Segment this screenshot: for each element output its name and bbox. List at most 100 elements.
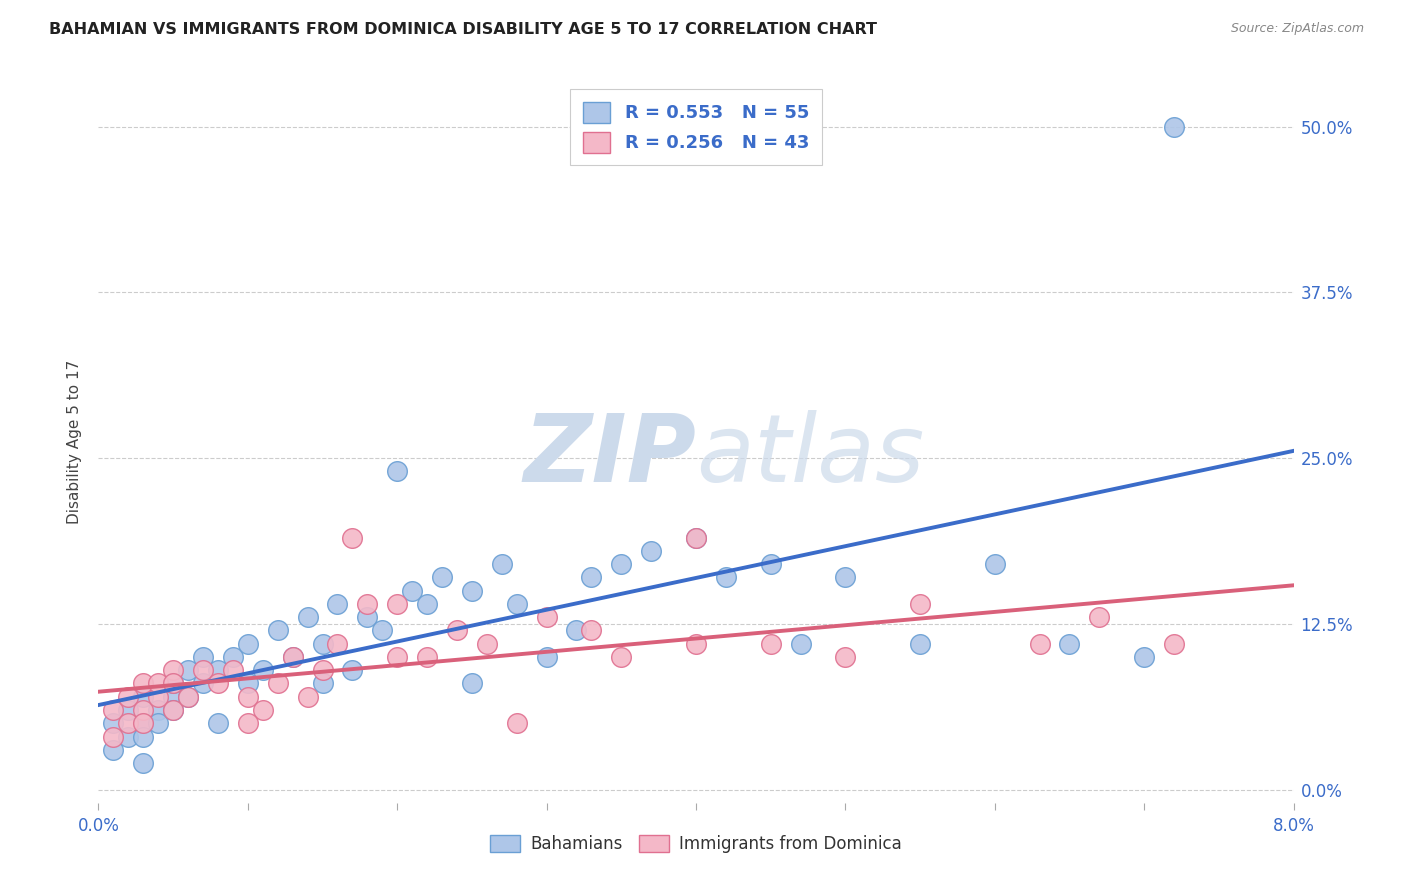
Point (267, 624, 290, 638)
Point (446, 624, 468, 638)
Text: BAHAMIAN VS IMMIGRANTS FROM DOMINICA DISABILITY AGE 5 TO 17 CORRELATION CHART: BAHAMIAN VS IMMIGRANTS FROM DOMINICA DIS… (49, 22, 877, 37)
Point (267, 676, 290, 690)
Point (207, 663, 229, 677)
Point (385, 464, 409, 478)
Point (177, 690, 200, 704)
Point (103, 716, 125, 731)
Point (117, 716, 139, 731)
Text: ZIP: ZIP (523, 410, 696, 502)
Point (640, 544, 662, 558)
Point (506, 597, 529, 611)
Point (162, 703, 184, 717)
Point (162, 676, 184, 690)
Point (834, 650, 856, 665)
Point (148, 676, 170, 690)
Point (148, 703, 170, 717)
Point (581, 624, 603, 638)
Point (236, 676, 259, 690)
Point (610, 650, 633, 665)
Point (834, 570, 856, 584)
Point (401, 583, 423, 598)
Point (207, 716, 229, 731)
Point (191, 663, 214, 677)
Point (252, 663, 274, 677)
Point (191, 650, 214, 665)
Point (326, 637, 349, 651)
Point (342, 531, 364, 545)
Point (281, 650, 304, 665)
Y-axis label: Disability Age 5 to 17: Disability Age 5 to 17 (67, 359, 83, 524)
Point (342, 663, 364, 677)
Point (536, 610, 558, 624)
Point (177, 663, 200, 677)
Point (685, 637, 707, 651)
Text: Source: ZipAtlas.com: Source: ZipAtlas.com (1230, 22, 1364, 36)
Point (191, 676, 214, 690)
Point (132, 716, 155, 731)
Point (416, 597, 439, 611)
Point (132, 676, 155, 690)
Point (685, 531, 707, 545)
Point (356, 610, 378, 624)
Point (311, 676, 333, 690)
Point (117, 703, 139, 717)
Point (103, 703, 125, 717)
Point (117, 690, 139, 704)
Point (430, 570, 453, 584)
Point (297, 610, 319, 624)
Point (297, 690, 319, 704)
Point (581, 570, 603, 584)
Point (162, 676, 184, 690)
Point (908, 597, 931, 611)
Point (385, 650, 409, 665)
Point (207, 676, 229, 690)
Point (506, 716, 529, 731)
Point (685, 531, 707, 545)
Point (177, 690, 200, 704)
Point (789, 637, 811, 651)
Point (162, 663, 184, 677)
Point (236, 716, 259, 731)
Point (475, 637, 498, 651)
Point (356, 597, 378, 611)
Point (103, 743, 125, 757)
Point (1088, 610, 1111, 624)
Legend: Bahamians, Immigrants from Dominica: Bahamians, Immigrants from Dominica (484, 828, 908, 860)
Point (281, 650, 304, 665)
Point (311, 663, 333, 677)
Point (1163, 120, 1185, 134)
Point (132, 716, 155, 731)
Point (148, 716, 170, 731)
Point (236, 690, 259, 704)
Point (565, 624, 588, 638)
Point (117, 730, 139, 744)
Point (536, 650, 558, 665)
Point (461, 583, 484, 598)
Point (326, 597, 349, 611)
Point (222, 663, 245, 677)
Point (759, 557, 782, 571)
Point (103, 730, 125, 744)
Point (132, 730, 155, 744)
Point (371, 624, 394, 638)
Point (236, 637, 259, 651)
Point (132, 756, 155, 770)
Point (148, 690, 170, 704)
Point (1059, 637, 1081, 651)
Point (162, 703, 184, 717)
Point (222, 650, 245, 665)
Point (162, 690, 184, 704)
Point (714, 570, 737, 584)
Point (385, 597, 409, 611)
Point (1028, 637, 1050, 651)
Point (132, 703, 155, 717)
Point (252, 703, 274, 717)
Point (908, 637, 931, 651)
Point (416, 650, 439, 665)
Point (1133, 650, 1156, 665)
Point (1163, 637, 1185, 651)
Point (759, 637, 782, 651)
Point (461, 676, 484, 690)
Point (311, 637, 333, 651)
Point (132, 690, 155, 704)
